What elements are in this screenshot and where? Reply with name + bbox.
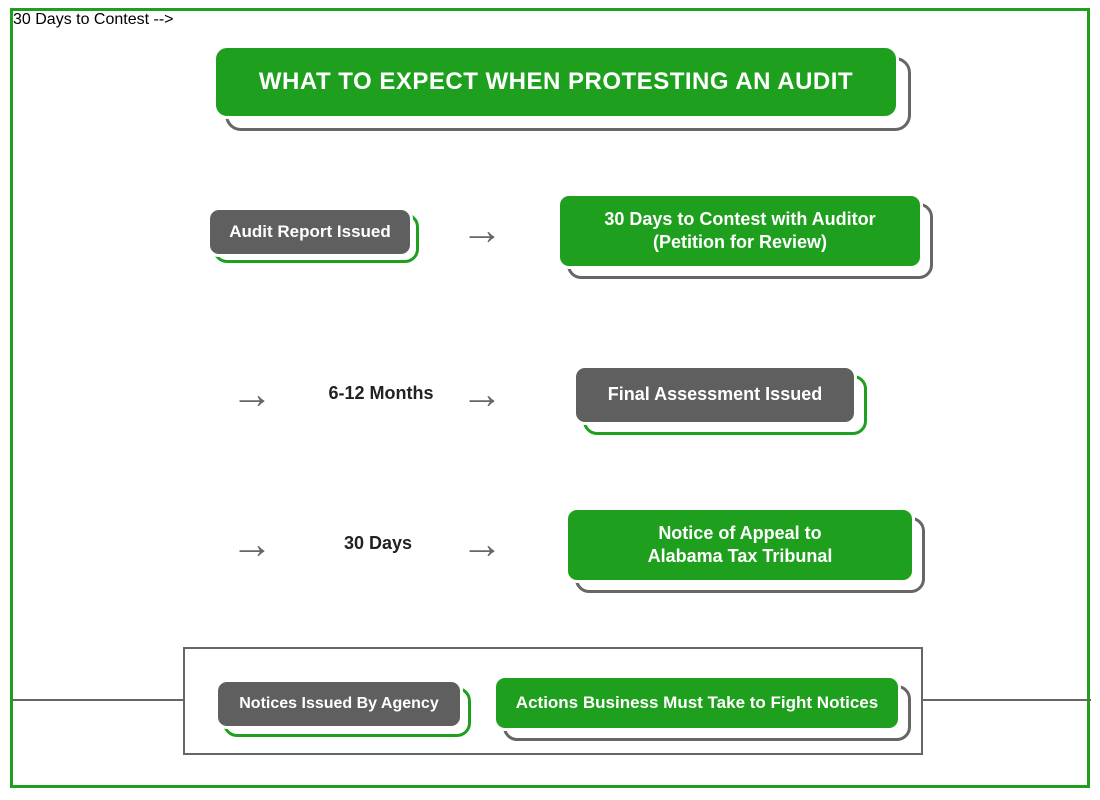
diagram-canvas: WHAT TO EXPECT WHEN PROTESTING AN AUDIT …: [13, 11, 1087, 785]
audit-report-label: Audit Report Issued: [229, 221, 391, 243]
legend-line-right: [923, 699, 1091, 701]
final-assessment-group: Final Assessment Issued: [573, 365, 857, 425]
contest-box: 30 Days to Contest with Auditor (Petitio…: [557, 193, 923, 269]
contest-group: 30 Days to Contest with Auditor (Petitio…: [557, 193, 923, 269]
legend-notices-label: Notices Issued By Agency: [239, 694, 438, 715]
arrow-r2a: →: [231, 373, 273, 415]
audit-report-group: Audit Report Issued: [207, 207, 413, 257]
legend-actions-group: Actions Business Must Take to Fight Noti…: [493, 675, 901, 731]
appeal-box: Notice of Appeal to Alabama Tax Tribunal: [565, 507, 915, 583]
label-30-days: 30 Days: [323, 533, 433, 554]
arrow-r2b: →: [461, 373, 503, 415]
legend-line-left: [13, 699, 183, 701]
final-assessment-label: Final Assessment Issued: [608, 383, 822, 406]
title-group: WHAT TO EXPECT WHEN PROTESTING AN AUDIT: [213, 45, 899, 119]
appeal-group: Notice of Appeal to Alabama Tax Tribunal: [565, 507, 915, 583]
title-box: WHAT TO EXPECT WHEN PROTESTING AN AUDIT: [213, 45, 899, 119]
arrow-r1: →: [461, 209, 503, 251]
audit-report-box: Audit Report Issued: [207, 207, 413, 257]
legend-notices-box: Notices Issued By Agency: [215, 679, 463, 729]
legend-actions-label: Actions Business Must Take to Fight Noti…: [516, 692, 878, 714]
legend-frame: Notices Issued By Agency Actions Busines…: [183, 647, 923, 755]
arrow-r3a: →: [231, 523, 273, 565]
legend-actions-box: Actions Business Must Take to Fight Noti…: [493, 675, 901, 731]
arrow-r3b: →: [461, 523, 503, 565]
title-text: WHAT TO EXPECT WHEN PROTESTING AN AUDIT: [259, 68, 853, 96]
label-6-12-months: 6-12 Months: [311, 383, 451, 404]
appeal-label: Notice of Appeal to Alabama Tax Tribunal: [648, 522, 833, 569]
contest-label: 30 Days to Contest with Auditor (Petitio…: [604, 208, 875, 255]
final-assessment-box: Final Assessment Issued: [573, 365, 857, 425]
outer-frame: WHAT TO EXPECT WHEN PROTESTING AN AUDIT …: [10, 8, 1090, 788]
legend-notices-group: Notices Issued By Agency: [215, 679, 463, 729]
